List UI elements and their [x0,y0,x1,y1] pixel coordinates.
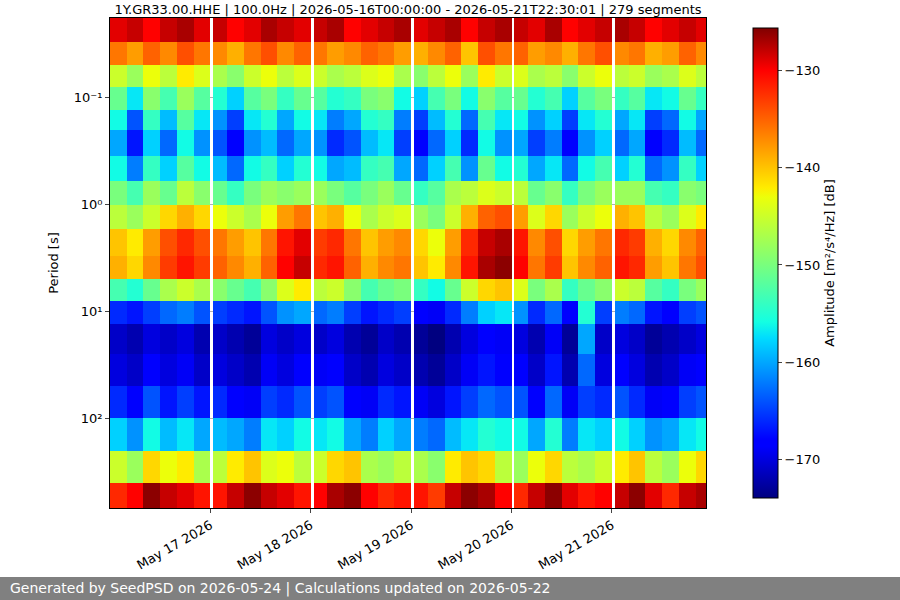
svg-text:−130: −130 [785,63,821,78]
svg-text:Period [s]: Period [s] [46,232,61,294]
svg-text:−160: −160 [785,355,821,370]
svg-text:−150: −150 [785,257,821,272]
svg-text:10⁻¹: 10⁻¹ [74,90,103,105]
svg-text:Generated by SeedPSD on 2026-0: Generated by SeedPSD on 2026-05-24 | Cal… [10,580,551,597]
svg-text:10¹: 10¹ [81,304,103,319]
svg-text:10⁰: 10⁰ [81,197,103,212]
svg-text:May 17 2026: May 17 2026 [134,517,215,572]
svg-text:May 20 2026: May 20 2026 [435,517,516,572]
svg-text:May 19 2026: May 19 2026 [335,517,416,572]
svg-text:Amplitude [m²/s⁴/Hz] [dB]: Amplitude [m²/s⁴/Hz] [dB] [822,179,837,347]
svg-text:1Y.GR33.00.HHE | 100.0Hz | 202: 1Y.GR33.00.HHE | 100.0Hz | 2026-05-16T00… [114,2,701,17]
svg-text:May 18 2026: May 18 2026 [235,517,316,572]
svg-text:−140: −140 [785,160,821,175]
svg-text:−170: −170 [785,452,821,467]
svg-text:10²: 10² [81,411,103,426]
svg-text:May 21 2026: May 21 2026 [536,517,617,572]
